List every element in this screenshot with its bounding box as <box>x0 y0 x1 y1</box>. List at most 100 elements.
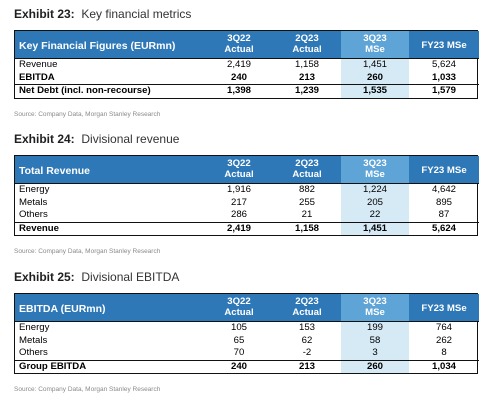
cell-value: 62 <box>301 334 313 346</box>
cell-value: 286 <box>230 209 247 220</box>
cell-value: 1,158 <box>273 58 341 72</box>
table-row: Others 70 -2 3 8 <box>15 347 479 360</box>
exhibit-title: Exhibit 25: Divisional EBITDA <box>14 270 478 284</box>
table-row: Metals 65 62 58 262 <box>15 334 479 347</box>
cell-value: 882 <box>273 183 341 197</box>
cell-value: 2,419 <box>205 58 273 72</box>
cell-value: 240 <box>205 359 273 373</box>
col-header-top: 3Q22 <box>205 31 273 45</box>
col-header-bottom: Actual <box>273 307 341 322</box>
cell-value: 1,158 <box>273 221 341 235</box>
col-header-bottom: Actual <box>273 169 341 184</box>
col-header-bottom: Actual <box>205 307 273 322</box>
col-header-bottom: Actual <box>205 169 273 184</box>
cell-value: 262 <box>435 334 452 346</box>
row-label: Revenue <box>15 58 205 72</box>
cell-value: 1,451 <box>341 221 409 235</box>
cell-value: 260 <box>341 71 409 85</box>
col-header-top: 3Q22 <box>205 156 273 170</box>
col-header-top: 3Q23 <box>341 294 409 308</box>
cell-value: 260 <box>341 359 409 373</box>
table-header-label: Total Revenue <box>15 156 205 184</box>
cell-value: 3 <box>341 347 409 360</box>
exhibit-number: Exhibit 23: <box>14 7 75 21</box>
table-header-label: EBITDA (EURmn) <box>15 294 205 322</box>
table-row: Energy 105 153 199 764 <box>15 321 479 335</box>
exhibit-number: Exhibit 25: <box>14 270 75 284</box>
col-header-bottom: MSe <box>341 44 409 59</box>
cell-value: 255 <box>298 196 315 208</box>
table-header-label: Key Financial Figures (EURmn) <box>15 31 205 59</box>
exhibit-caption: Divisional revenue <box>81 132 180 146</box>
cell-value: 764 <box>409 321 479 335</box>
cell-value: -2 <box>302 347 312 358</box>
exhibit-number: Exhibit 24: <box>14 132 75 146</box>
col-header-top: 2Q23 <box>273 31 341 45</box>
cell-value: 5,624 <box>409 221 479 235</box>
cell-value: 5,624 <box>409 58 479 72</box>
cell-value: 22 <box>341 209 409 222</box>
cell-value: 213 <box>298 71 315 83</box>
cell-value: 1,033 <box>431 71 456 83</box>
table-row: Others 286 21 22 87 <box>15 209 479 222</box>
exhibit-caption: Divisional EBITDA <box>81 270 180 284</box>
table-row: Revenue 2,419 1,158 1,451 5,624 <box>15 58 479 72</box>
exhibit-title: Exhibit 24: Divisional revenue <box>14 132 478 146</box>
col-header-top: 2Q23 <box>273 156 341 170</box>
col-header-top: 3Q23 <box>341 156 409 170</box>
cell-value: 1,451 <box>341 58 409 72</box>
source-note: Source: Company Data, Morgan Stanley Res… <box>14 386 161 393</box>
cell-value: 87 <box>438 209 450 220</box>
cell-value: 199 <box>341 321 409 335</box>
cell-value: 205 <box>341 196 409 209</box>
row-label: Metals <box>19 334 48 346</box>
cell-value: 1,398 <box>205 84 273 98</box>
source-note: Source: Company Data, Morgan Stanley Res… <box>14 111 161 118</box>
row-label: Net Debt (incl. non-recourse) <box>15 84 205 98</box>
col-header-bottom: MSe <box>341 307 409 322</box>
cell-value: 1,579 <box>409 84 479 98</box>
cell-value: 217 <box>230 196 247 208</box>
cell-value: 58 <box>341 334 409 347</box>
row-label: Energy <box>15 183 205 197</box>
row-label: Others <box>19 347 48 358</box>
table-row: Energy 1,916 882 1,224 4,642 <box>15 183 479 197</box>
col-header-top: 3Q22 <box>205 294 273 308</box>
table-row: Metals 217 255 205 895 <box>15 196 479 209</box>
cell-value: 1,535 <box>341 84 409 98</box>
row-label: Metals <box>19 196 48 208</box>
cell-value: 105 <box>205 321 273 335</box>
col-header-fy23: FY23 MSe <box>409 156 479 184</box>
col-header-fy23: FY23 MSe <box>409 294 479 322</box>
divisional-revenue-table: Total Revenue 3Q22 2Q23 3Q23 FY23 MSe Ac… <box>15 156 479 235</box>
cell-value: 1,916 <box>205 183 273 197</box>
row-label: Revenue <box>15 221 205 235</box>
table-row: EBITDA 240 213 260 1,033 <box>15 71 479 85</box>
cell-value: 1,034 <box>409 359 479 373</box>
exhibit-24: Exhibit 24: Divisional revenue Total Rev… <box>14 132 479 236</box>
table-row: Revenue 2,419 1,158 1,451 5,624 <box>15 221 479 235</box>
exhibit-23: Exhibit 23: Key financial metrics Key Fi… <box>14 7 479 99</box>
col-header-top: 3Q23 <box>341 31 409 45</box>
cell-value: 213 <box>273 359 341 373</box>
row-label: Group EBITDA <box>15 359 205 373</box>
cell-value: 153 <box>273 321 341 335</box>
cell-value: 1,224 <box>341 183 409 197</box>
cell-value: 895 <box>435 196 452 208</box>
cell-value: 4,642 <box>409 183 479 197</box>
row-label: Energy <box>15 321 205 335</box>
table-row: Group EBITDA 240 213 260 1,034 <box>15 359 479 373</box>
col-header-bottom: Actual <box>205 44 273 59</box>
cell-value: 240 <box>230 71 247 83</box>
cell-value: 1,239 <box>273 84 341 98</box>
col-header-bottom: MSe <box>341 169 409 184</box>
cell-value: 65 <box>233 334 245 346</box>
key-financial-metrics-table: Key Financial Figures (EURmn) 3Q22 2Q23 … <box>15 31 479 98</box>
cell-value: 2,419 <box>205 221 273 235</box>
cell-value: 70 <box>233 347 245 358</box>
exhibit-caption: Key financial metrics <box>81 7 192 21</box>
source-note: Source: Company Data, Morgan Stanley Res… <box>14 248 161 255</box>
divisional-ebitda-table: EBITDA (EURmn) 3Q22 2Q23 3Q23 FY23 MSe A… <box>15 294 479 373</box>
row-label: Others <box>19 209 48 220</box>
exhibit-title: Exhibit 23: Key financial metrics <box>14 7 478 21</box>
